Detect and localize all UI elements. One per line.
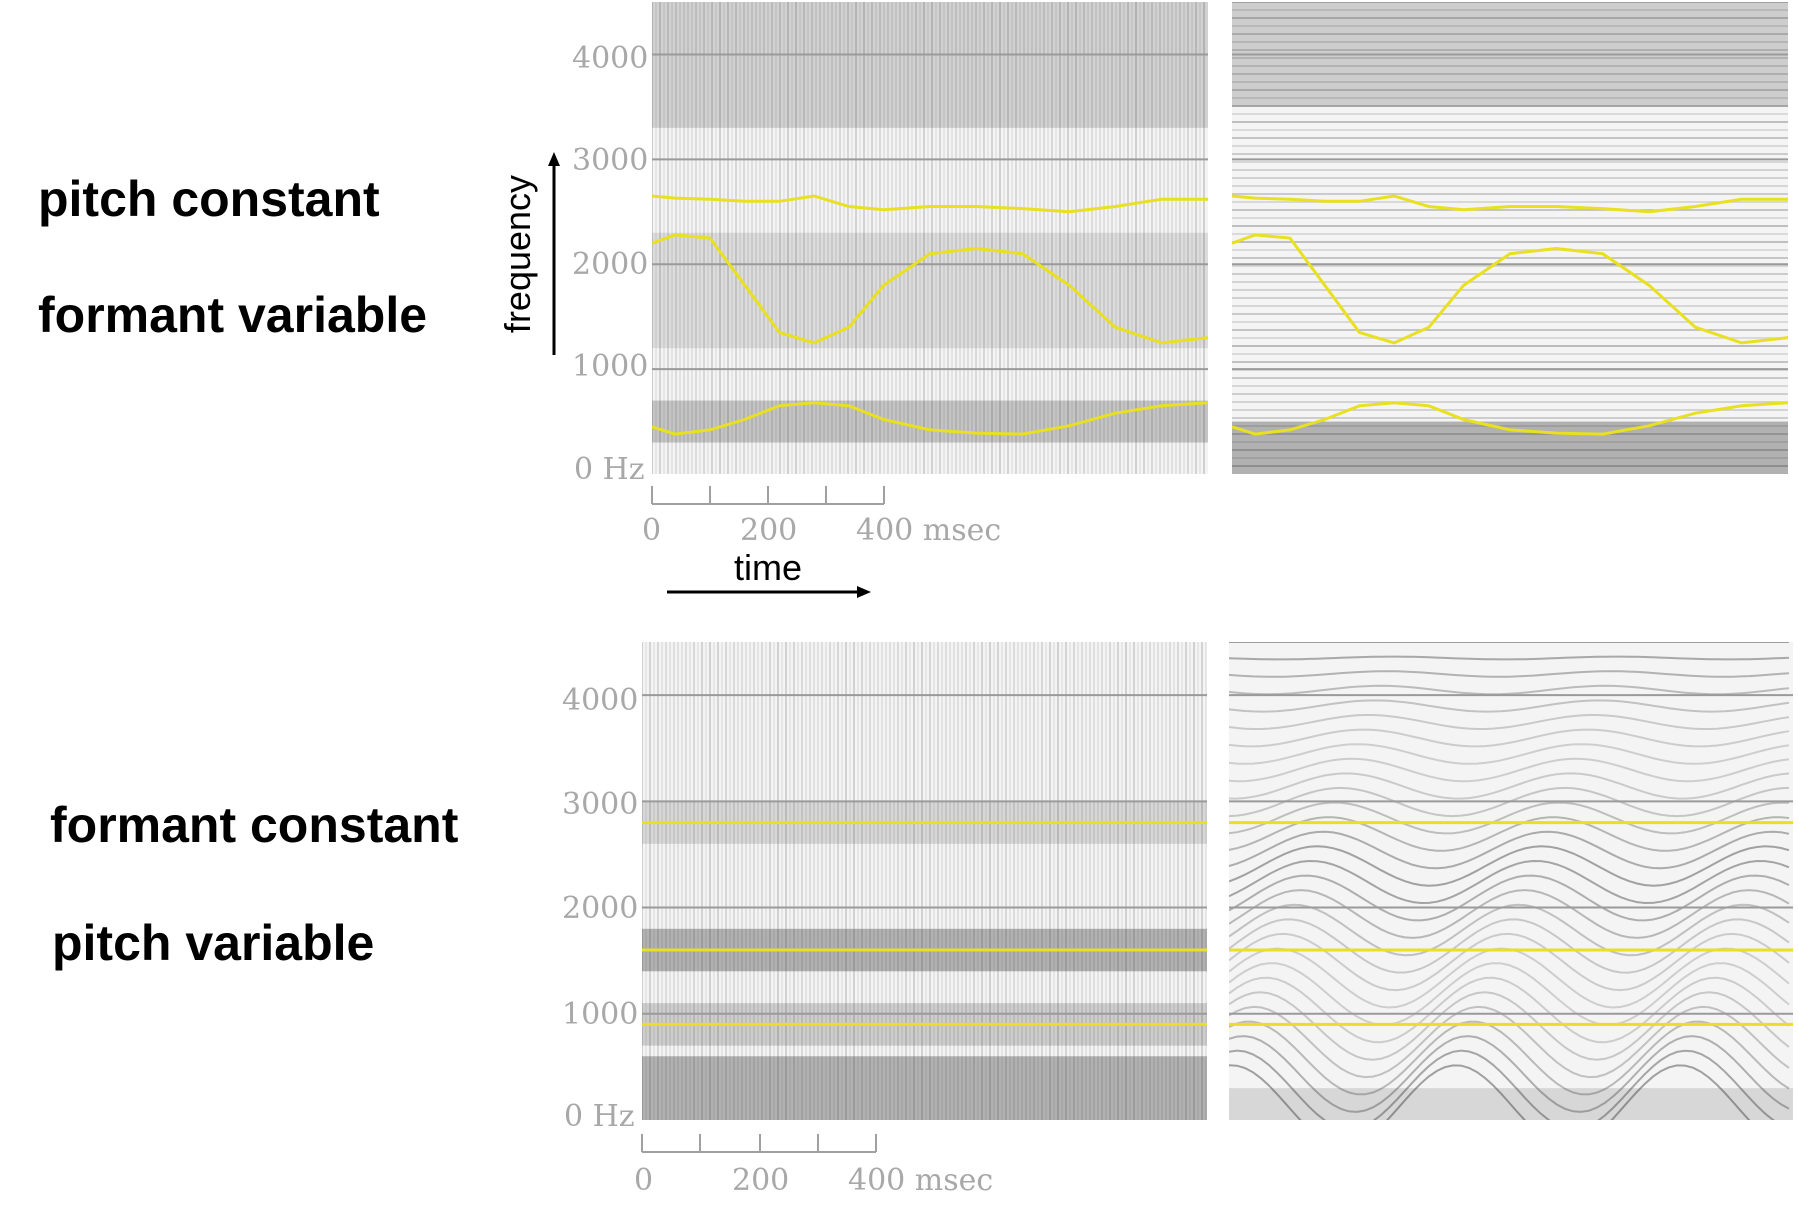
formant-track-2	[652, 233, 1208, 345]
spectrogram-row2-left	[642, 642, 1207, 1120]
row2-ytick-3000: 3000	[562, 787, 639, 822]
spectrogram-row1-right	[1232, 2, 1788, 474]
row1-ytick-3000: 3000	[572, 143, 649, 178]
row1-ytick-4000: 4000	[572, 41, 649, 76]
row2-xtick-0: 0	[634, 1163, 654, 1198]
row2-label-formant-constant: formant constant	[50, 797, 459, 853]
row2-ytick-2000: 2000	[562, 891, 639, 926]
row1-label-pitch-constant: pitch constant	[38, 171, 380, 227]
row1-ytick-2000: 2000	[572, 247, 649, 282]
formant-track-3	[1232, 194, 1788, 214]
row2-label-pitch-variable: pitch variable	[52, 915, 375, 971]
frequency-arrow	[548, 152, 560, 355]
row2-ytick-4000: 4000	[562, 683, 639, 718]
row1-xtick-200: 200	[740, 513, 798, 548]
formant-track-1	[1232, 401, 1788, 436]
row2-xtick-400: 400 msec	[848, 1163, 994, 1198]
row1-xtick-400: 400 msec	[856, 513, 1002, 548]
formant-track-3	[652, 194, 1208, 214]
row2-ytick-0: 0 Hz	[564, 1099, 635, 1134]
row1-time-scale	[651, 486, 885, 505]
time-arrow	[667, 586, 871, 598]
row2-xtick-200: 200	[732, 1163, 790, 1198]
row2-time-scale	[641, 1134, 877, 1153]
row1-xtick-0: 0	[642, 513, 662, 548]
row1-label-formant-variable: formant variable	[38, 287, 428, 343]
spectrogram-row1-left	[652, 2, 1208, 474]
row1-ytick-1000: 1000	[572, 349, 649, 384]
time-axis-label: time	[734, 547, 803, 588]
formant-track-2	[1232, 233, 1788, 345]
formant-track-1	[652, 401, 1208, 436]
spectrogram-row2-right	[1229, 642, 1793, 1120]
row1-ytick-0: 0 Hz	[574, 452, 645, 487]
frequency-axis-label: frequency	[497, 174, 538, 334]
row2-ytick-1000: 1000	[562, 997, 639, 1032]
